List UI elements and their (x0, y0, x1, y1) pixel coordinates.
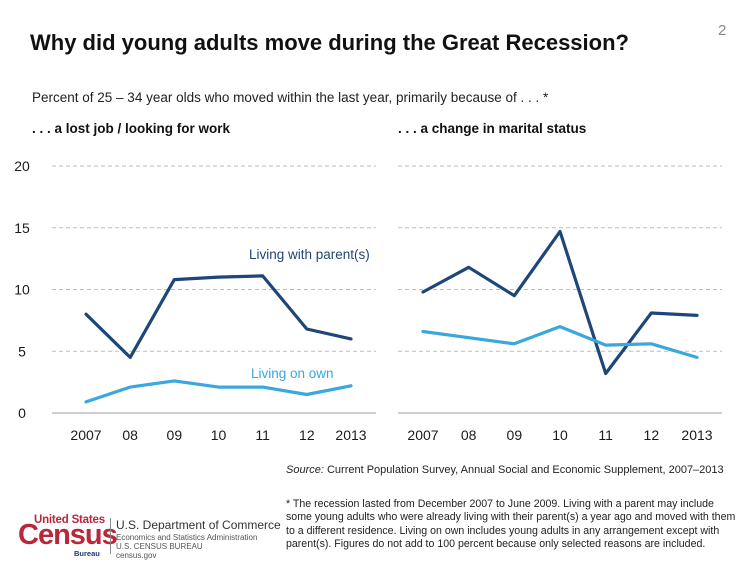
page-title: Why did young adults move during the Gre… (30, 30, 629, 55)
logo-bureau: Bureau (74, 549, 100, 558)
x-tick-label: 08 (122, 427, 138, 443)
series-line-living-with-parents (84, 274, 353, 359)
series-label: Living with parent(s) (249, 247, 370, 262)
footnote: * The recession lasted from December 200… (286, 498, 736, 551)
series-label: Living on own (251, 366, 334, 381)
y-tick-label: 10 (14, 282, 30, 298)
source-label: Source: (286, 464, 324, 476)
x-tick-label: 08 (461, 427, 477, 443)
x-tick-label: 11 (255, 427, 270, 443)
y-tick-label: 15 (14, 220, 30, 236)
source-note: Source: Current Population Survey, Annua… (286, 464, 724, 476)
x-tick-label: 10 (552, 427, 568, 443)
department-line-1: Economics and Statistics Administration (116, 533, 258, 542)
x-tick-label: 09 (167, 427, 183, 443)
department-name: U.S. Department of Commerce (116, 518, 281, 532)
series-line-living-on-own (421, 325, 699, 359)
charts-canvas: 0 5 10 15 20 2007 08 09 10 11 12 2013 Living with pa… (14, 158, 722, 443)
y-tick-label: 5 (18, 343, 26, 359)
x-tick-label: 09 (507, 427, 523, 443)
logo-census: Census (18, 519, 118, 551)
y-tick-label: 0 (18, 405, 26, 421)
x-tick-label: 2007 (70, 427, 101, 443)
chart-subtitle: Percent of 25 – 34 year olds who moved w… (32, 90, 549, 105)
x-tick-label: 12 (299, 427, 315, 443)
panel-title-marital-status: . . . a change in marital status (398, 121, 587, 136)
x-tick-label: 12 (644, 427, 660, 443)
x-tick-label: 11 (598, 427, 613, 443)
logo-united-states: United States (34, 514, 105, 526)
census-logo: United States Census Bureau (16, 514, 118, 558)
panel-title-lost-job: . . . a lost job / looking for work (32, 121, 231, 136)
department-line-3: census.gov (116, 551, 157, 560)
logo-divider (110, 518, 111, 554)
series-line-living-with-parents (421, 229, 699, 376)
x-tick-label: 2013 (681, 427, 712, 443)
department-line-2: U.S. CENSUS BUREAU (116, 542, 203, 551)
page-number: 2 (718, 22, 727, 39)
source-text: Current Population Survey, Annual Social… (326, 464, 724, 476)
x-tick-label: 10 (211, 427, 227, 443)
x-tick-label: 2013 (335, 427, 366, 443)
series-line-living-on-own (84, 379, 353, 404)
y-tick-label: 20 (14, 158, 30, 174)
x-tick-label: 2007 (407, 427, 438, 443)
department-block: U.S. Department of Commerce Economics an… (116, 518, 281, 560)
